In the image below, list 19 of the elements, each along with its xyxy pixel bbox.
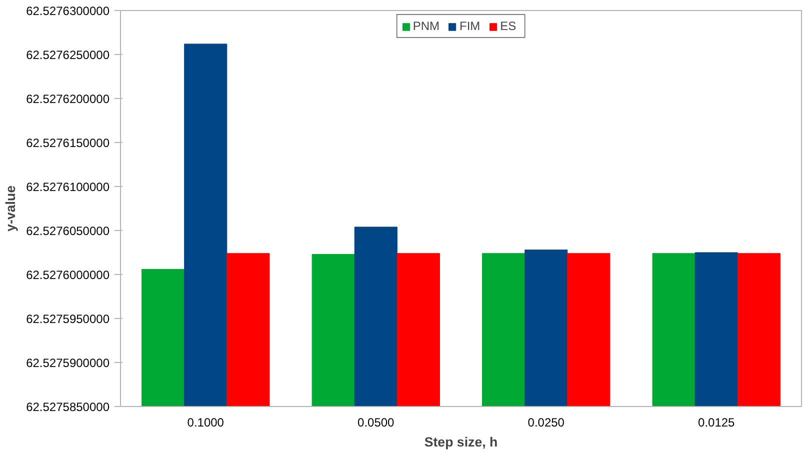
legend-label: FIM (460, 19, 480, 33)
x-axis-title: Step size, h (424, 434, 498, 450)
y-tick-label: 62.5276250000 (26, 48, 110, 62)
y-tick-label: 62.5276100000 (26, 180, 110, 194)
y-tick-label: 62.5276200000 (26, 92, 110, 106)
y-tick-label: 62.5276300000 (26, 4, 110, 18)
y-tick-label: 62.5275950000 (26, 312, 110, 326)
y-tick-label: 62.5276050000 (26, 224, 110, 238)
y-tick-label: 62.5275900000 (26, 356, 110, 370)
y-axis-title: y-value (3, 186, 18, 232)
legend-label: ES (500, 19, 518, 33)
x-tick-label: 0.0250 (528, 416, 565, 430)
y-tick-label: 62.5275850000 (26, 400, 110, 414)
y-tick-label: 62.5276150000 (26, 136, 110, 150)
y-tick-label: 62.5276000000 (26, 268, 110, 282)
x-tick-label: 0.1000 (187, 416, 224, 430)
x-tick-label: 0.0500 (358, 416, 395, 430)
x-tick-label: 0.0125 (698, 416, 736, 430)
legend-label: PNM (412, 19, 440, 33)
